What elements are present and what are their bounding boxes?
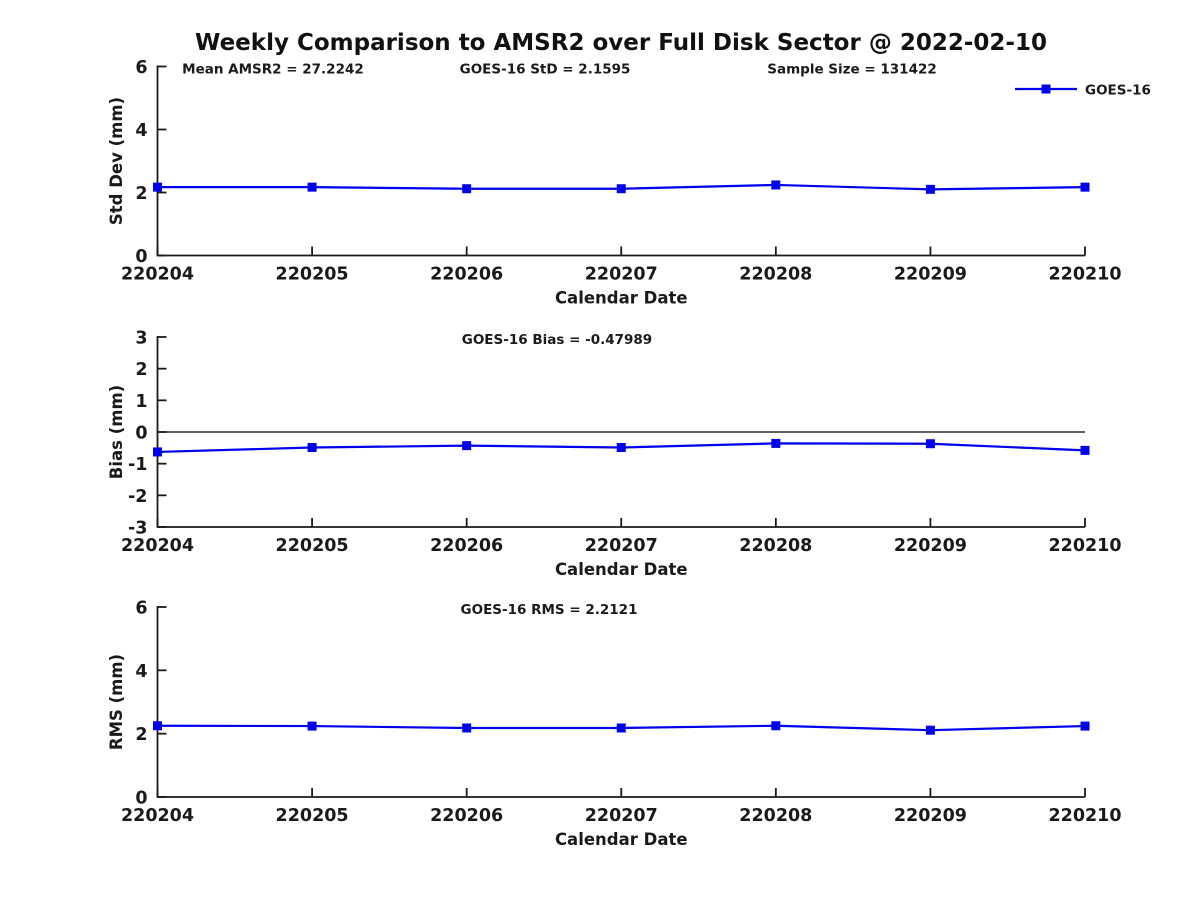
data-point-marker bbox=[307, 182, 317, 192]
data-point-marker bbox=[925, 439, 935, 449]
x-tick-label: 220208 bbox=[739, 265, 812, 285]
stat-annotation: GOES-16 Bias = -0.47989 bbox=[462, 332, 652, 348]
data-point-marker bbox=[616, 184, 626, 194]
data-point-marker bbox=[771, 180, 781, 190]
x-tick-label: 220206 bbox=[430, 536, 503, 556]
x-tick-label: 220209 bbox=[894, 536, 967, 556]
data-point-marker bbox=[1080, 182, 1090, 192]
data-point-marker bbox=[616, 723, 626, 733]
chart-panel-2: 0 2 4 6 220204 220205 220206 220207 220208 220209… bbox=[107, 599, 1122, 850]
x-tick-label: 220207 bbox=[585, 536, 658, 556]
x-tick-label: 220207 bbox=[585, 806, 658, 826]
y-tick-label: 0 bbox=[135, 424, 147, 444]
x-tick-label: 220207 bbox=[585, 265, 658, 285]
legend-marker bbox=[1041, 84, 1051, 94]
x-axis-title: Calendar Date bbox=[555, 289, 688, 308]
data-point-marker bbox=[307, 443, 317, 453]
stat-annotation: GOES-16 RMS = 2.2121 bbox=[461, 602, 638, 618]
x-tick-label: 220206 bbox=[430, 806, 503, 826]
data-point-marker bbox=[771, 438, 781, 448]
y-axis-title: Std Dev (mm) bbox=[107, 97, 126, 225]
y-tick-label: 4 bbox=[135, 662, 147, 682]
y-tick-label: 1 bbox=[135, 392, 147, 412]
x-axis-title: Calendar Date bbox=[555, 560, 688, 579]
data-point-marker bbox=[925, 725, 935, 735]
y-tick-label: -3 bbox=[128, 519, 147, 539]
data-point-marker bbox=[616, 443, 626, 453]
y-tick-label: 0 bbox=[135, 789, 147, 809]
stat-annotation: GOES-16 StD = 2.1595 bbox=[460, 62, 631, 78]
data-point-marker bbox=[771, 721, 781, 731]
y-tick-label: 6 bbox=[135, 599, 147, 619]
y-tick-label: 0 bbox=[135, 247, 147, 267]
data-point-marker bbox=[925, 184, 935, 194]
figure-title: Weekly Comparison to AMSR2 over Full Dis… bbox=[195, 30, 1047, 56]
x-tick-label: 220210 bbox=[1048, 806, 1121, 826]
data-point-marker bbox=[1080, 721, 1090, 731]
y-tick-label: 6 bbox=[135, 58, 147, 78]
y-tick-label: 2 bbox=[135, 184, 147, 204]
y-tick-label: -1 bbox=[128, 455, 147, 475]
x-axis-title: Calendar Date bbox=[555, 830, 688, 849]
stat-annotation: Mean AMSR2 = 27.2242 bbox=[182, 62, 364, 78]
y-axis-title: RMS (mm) bbox=[107, 654, 126, 750]
data-point-marker bbox=[153, 721, 162, 731]
chart-panel-1: -3 -2 -1 0 1 2 3 220204 220205 220206 220207 220208… bbox=[107, 329, 1122, 580]
y-tick-label: 2 bbox=[135, 360, 147, 380]
data-point-marker bbox=[153, 447, 162, 457]
y-tick-label: 4 bbox=[135, 121, 147, 141]
x-tick-label: 220209 bbox=[894, 806, 967, 826]
data-point-marker bbox=[153, 182, 162, 192]
y-tick-label: -2 bbox=[128, 487, 147, 507]
x-tick-label: 220205 bbox=[276, 265, 349, 285]
x-tick-label: 220210 bbox=[1048, 265, 1121, 285]
x-tick-label: 220205 bbox=[276, 536, 349, 556]
chart-panel-0: 0 2 4 6 220204 220205 220206 220207 220208 220209… bbox=[107, 58, 1151, 308]
x-tick-label: 220204 bbox=[121, 536, 194, 556]
y-tick-label: 2 bbox=[135, 725, 147, 745]
x-tick-label: 220209 bbox=[894, 265, 967, 285]
x-tick-label: 220208 bbox=[739, 536, 812, 556]
y-tick-label: 3 bbox=[135, 329, 147, 349]
y-axis-title: Bias (mm) bbox=[107, 385, 126, 479]
data-point-marker bbox=[462, 184, 472, 194]
x-tick-label: 220208 bbox=[739, 806, 812, 826]
data-point-marker bbox=[1080, 445, 1090, 455]
x-tick-label: 220206 bbox=[430, 265, 503, 285]
x-tick-label: 220210 bbox=[1048, 536, 1121, 556]
x-tick-label: 220205 bbox=[276, 806, 349, 826]
stat-annotation: Sample Size = 131422 bbox=[767, 62, 936, 78]
x-tick-label: 220204 bbox=[121, 265, 194, 285]
data-point-marker bbox=[462, 723, 472, 733]
legend-label: GOES-16 bbox=[1085, 83, 1151, 99]
data-point-marker bbox=[307, 721, 317, 731]
data-point-marker bbox=[462, 441, 472, 451]
x-tick-label: 220204 bbox=[121, 806, 194, 826]
